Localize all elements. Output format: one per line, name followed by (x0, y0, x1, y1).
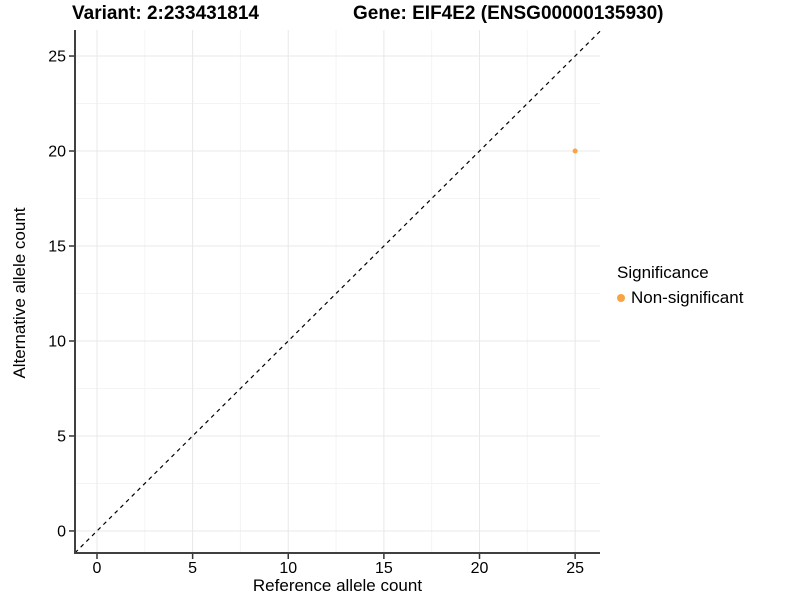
plot-title-gene: Gene: EIF4E2 (ENSG00000135930) (353, 3, 664, 24)
legend-title: Significance (617, 263, 709, 282)
point-swatch-icon (617, 294, 625, 302)
y-tick-label: 25 (48, 49, 66, 66)
x-tick-label: 25 (566, 560, 584, 577)
y-tick-label: 5 (57, 428, 66, 445)
y-tick-label: 10 (48, 333, 66, 350)
data-point (572, 148, 578, 154)
legend-entry: Non-significant (617, 288, 743, 308)
legend: Significance Non-significant (617, 263, 743, 308)
x-tick-label: 5 (188, 560, 197, 577)
identity-line (74, 30, 601, 554)
x-tick-label: 10 (279, 560, 297, 577)
plot-title-variant: Variant: 2:233431814 (72, 3, 259, 24)
legend-entry-label: Non-significant (631, 288, 744, 307)
y-tick-label: 0 (57, 523, 66, 540)
y-axis-title: Alternative allele count (10, 207, 29, 379)
x-axis-title: Reference allele count (252, 576, 423, 595)
x-tick-label: 0 (93, 560, 102, 577)
y-tick-label: 20 (48, 144, 66, 161)
x-tick-label: 15 (375, 560, 393, 577)
x-tick-label: 20 (471, 560, 489, 577)
y-tick-label: 15 (48, 239, 66, 256)
